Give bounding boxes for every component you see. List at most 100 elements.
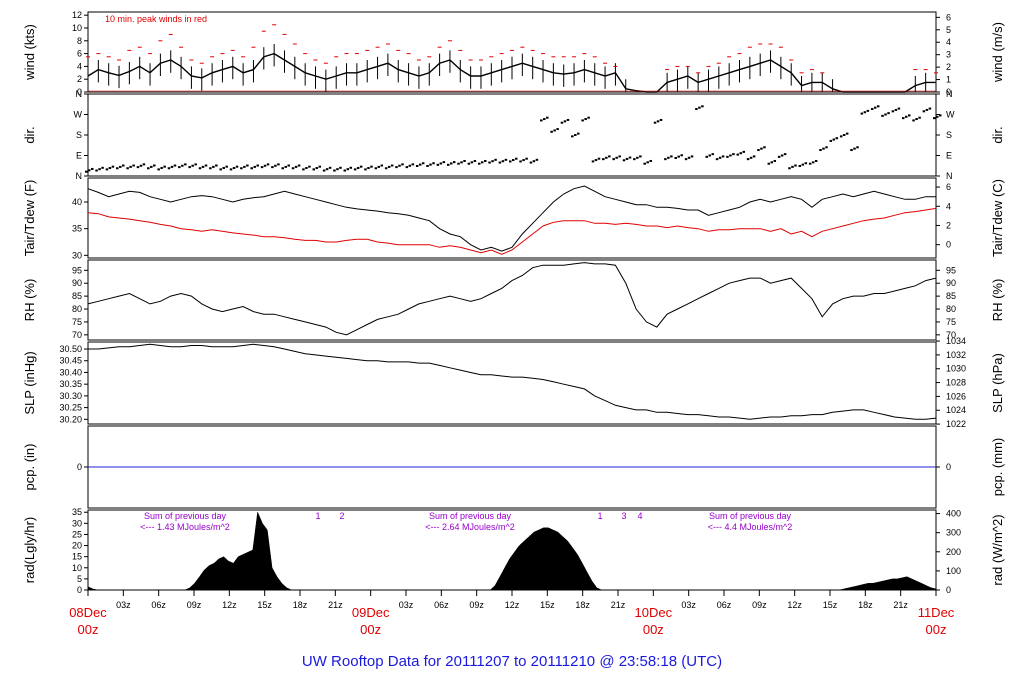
dir-point — [246, 164, 249, 167]
hour-tick-label: 21z — [328, 600, 343, 610]
dir-point — [884, 113, 887, 116]
dir-point — [715, 158, 719, 161]
dir-point — [229, 168, 233, 171]
dir-point — [845, 132, 849, 135]
dir-point — [732, 153, 735, 156]
panel-wind-ltick-label: 6 — [77, 49, 82, 59]
dir-point — [235, 165, 239, 168]
panel-rad-ltick-label: 15 — [72, 552, 82, 562]
hour-tick-label: 15z — [540, 600, 555, 610]
panel-temp-ylabel-right: Tair/Tdew (C) — [990, 179, 1005, 257]
panel-rh-rtick-label: 95 — [946, 265, 956, 275]
dir-point — [670, 155, 673, 158]
dir-point — [374, 167, 378, 170]
dir-point — [147, 167, 150, 170]
dir-point — [850, 149, 853, 152]
dir-point — [136, 166, 140, 169]
dir-point — [897, 107, 901, 110]
dir-point — [408, 164, 412, 167]
dir-point — [791, 165, 794, 168]
dir-point — [509, 160, 512, 163]
dir-point — [302, 168, 305, 171]
dir-point — [853, 147, 856, 150]
dir-point — [515, 157, 518, 160]
dir-point — [312, 168, 316, 171]
panel-temp-ltick-label: 35 — [72, 224, 82, 234]
dir-point — [529, 161, 533, 164]
panel-dir-ylabel-left: dir. — [22, 126, 37, 143]
dir-point — [315, 167, 319, 170]
dir-point — [739, 152, 743, 155]
dir-point — [346, 168, 350, 171]
panel-slp-frame — [87, 341, 937, 425]
dir-point — [881, 114, 884, 117]
panel-dir-rtick-label: W — [946, 110, 955, 120]
day-tick-label: 09Dec — [352, 605, 390, 620]
dir-point — [390, 164, 394, 167]
rad-annotation-title: Sum of previous day — [709, 511, 792, 521]
panel-slp-ltick-label: 30.25 — [59, 403, 82, 413]
dir-point — [173, 164, 177, 167]
dir-point — [801, 163, 805, 166]
day-tick-label: 10Dec — [635, 605, 673, 620]
panel-rh-ltick-label: 70 — [72, 330, 82, 340]
dir-point — [922, 110, 926, 113]
dir-point — [602, 158, 605, 161]
dir-point — [639, 155, 642, 158]
panel-wind-ltick-label: 2 — [77, 74, 82, 84]
panel-dir-ltick-label: S — [76, 130, 82, 140]
panel-slp-ltick-label: 30.45 — [59, 356, 82, 366]
dir-point — [142, 163, 146, 166]
dir-point — [612, 158, 615, 161]
dir-point — [677, 155, 680, 158]
panel-temp-rtick-label: 0 — [946, 240, 951, 250]
panel-wind-rtick-label: 5 — [946, 25, 951, 35]
dir-point — [808, 162, 812, 165]
panel-rad-rtick-label: 0 — [946, 585, 951, 595]
dir-point — [618, 155, 621, 158]
dir-point — [546, 116, 549, 119]
dir-point — [284, 165, 287, 168]
hour-tick-label: 03z — [116, 600, 131, 610]
dir-point — [556, 128, 559, 131]
dir-point — [491, 160, 494, 163]
dir-point — [88, 169, 91, 172]
dir-point — [718, 156, 722, 159]
dir-point — [684, 158, 688, 161]
panel-slp-ltick-label: 30.35 — [59, 379, 82, 389]
dir-point — [664, 158, 667, 161]
dir-point — [480, 161, 484, 164]
dir-point — [356, 167, 360, 170]
panel-temp-ylabel-left: Tair/Tdew (F) — [22, 180, 37, 257]
panel-rh-ltick-label: 95 — [72, 265, 82, 275]
dir-point — [695, 108, 698, 111]
dir-point — [915, 118, 918, 121]
dir-point — [918, 116, 921, 119]
dir-point — [708, 154, 711, 157]
panel-pcp-ylabel-left: pcp. (in) — [22, 444, 37, 491]
dir-point — [178, 166, 181, 169]
rad-marker: 1 — [315, 511, 320, 521]
dir-point — [687, 156, 691, 159]
dir-point — [405, 166, 409, 169]
dir-point — [460, 161, 463, 164]
panel-wind-frame — [87, 11, 937, 93]
dir-point — [194, 163, 197, 166]
dir-point — [95, 169, 98, 172]
dir-point — [204, 164, 208, 167]
dir-point — [822, 147, 825, 150]
dir-point — [628, 156, 632, 159]
dir-point — [863, 111, 867, 114]
dir-point — [615, 156, 618, 159]
panel-temp-frame — [87, 177, 937, 259]
dir-point — [426, 164, 429, 167]
dir-point — [690, 155, 694, 158]
dir-point — [401, 163, 404, 166]
panel-slp-rtick-label: 1028 — [946, 378, 966, 388]
dir-point — [622, 159, 626, 162]
dir-point — [894, 108, 898, 111]
panel-rad-ltick-label: 5 — [77, 574, 82, 584]
hour-tick-label: 12z — [222, 600, 237, 610]
dir-point — [126, 167, 129, 170]
dir-point — [763, 146, 766, 149]
